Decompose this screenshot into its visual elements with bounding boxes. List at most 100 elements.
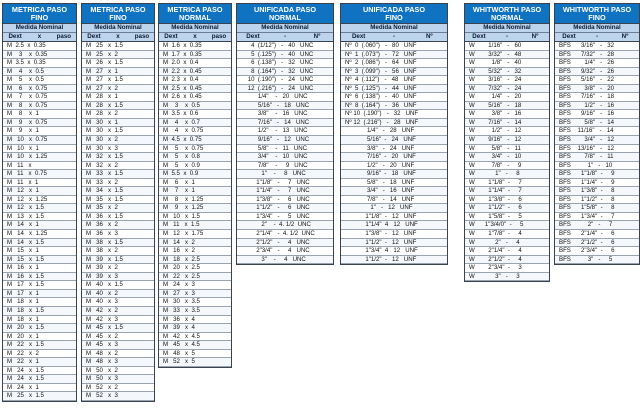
table-subtitle: Medida Nominal bbox=[555, 24, 639, 33]
table-row: M 39 x 2 bbox=[82, 264, 154, 273]
table-row: W 9/16" - 12 bbox=[465, 136, 549, 145]
table-row: M 40 x 1.5 bbox=[82, 281, 154, 290]
table-title-line2: NORMAL bbox=[178, 12, 212, 22]
table-row: 1/4" - 28 UNF bbox=[341, 127, 447, 137]
table-row: M 27 x 1.5 bbox=[82, 76, 154, 85]
column-header: Dext bbox=[351, 33, 366, 40]
table-title-line2: NORMAL bbox=[490, 12, 524, 22]
table-row: Nº 5 (.125") - 44 UNF bbox=[341, 84, 447, 94]
column-headers: Dext - Nº bbox=[237, 33, 333, 42]
table-row: M 9 x 1.25 bbox=[159, 204, 231, 213]
column-header: - bbox=[392, 33, 396, 40]
table-row: M 34 x 1.5 bbox=[82, 187, 154, 196]
table-row: 5/8" - 11 UNC bbox=[237, 145, 333, 154]
table-row: BFS 13/16" - 12 bbox=[555, 145, 639, 154]
table-row: M 11 x 1 bbox=[3, 179, 76, 188]
table-row: M 7 x 0.75 bbox=[3, 93, 76, 102]
table-title-line2: FINO bbox=[109, 12, 127, 22]
table-subtitle: Medida Nominal bbox=[159, 24, 231, 33]
table-row: M 8 x 1.25 bbox=[159, 196, 231, 205]
table-row: M 35 x 2 bbox=[82, 204, 154, 213]
table-whitworth-fino: WHITWORTH PASO FINO Medida Nominal Dext - Nº B… bbox=[554, 3, 640, 266]
table-row: M 45 x 2 bbox=[82, 333, 154, 342]
table-body: Nº 0 (.060") - 80 UNF Nº 1 (.073") - 72 U… bbox=[341, 42, 447, 265]
table-body: BFS 3/16" - 32 BFS 7/32" - 28 BFS 1/4" - 2… bbox=[555, 42, 639, 265]
table-row: Nº 6 (.138") - 40 UNF bbox=[341, 93, 447, 102]
table-row: W 3/8" - 16 bbox=[465, 110, 549, 119]
table-row: BFS 3/4" - 12 bbox=[555, 136, 639, 145]
table-row: BFS 1"1/8" - 9 bbox=[555, 170, 639, 179]
table-row: W 3/4" - 10 bbox=[465, 153, 549, 162]
table-row: M 14 x 2 bbox=[159, 238, 231, 248]
table-row: M 33 x 1.5 bbox=[82, 170, 154, 179]
table-row: W 3" - 3 bbox=[465, 272, 549, 282]
table-row: M 2.2 x 0.45 bbox=[159, 67, 231, 77]
table-row: W 5/32" - 32 bbox=[465, 67, 549, 77]
table-row: 2"3/4" - 4 UNC bbox=[237, 247, 333, 256]
table-row: M 45 x 1.5 bbox=[82, 324, 154, 333]
table-row: Nº 3 (.099") - 56 UNF bbox=[341, 67, 447, 77]
table-row: M 24 x 1.5 bbox=[3, 367, 76, 376]
column-headers: Dext x paso bbox=[3, 33, 76, 42]
table-subtitle: Medida Nominal bbox=[465, 24, 549, 33]
table-row: W 2"1/2" - 4 bbox=[465, 255, 549, 265]
table-body: M 2.5 x 0.35 M 3 x 0.35 M 3.5 x 0.35 M 4 x … bbox=[3, 42, 76, 401]
table-row: BFS 5/8" - 14 bbox=[555, 118, 639, 128]
table-title-line2: FINO bbox=[30, 12, 49, 22]
table-row: M 20 x 2.5 bbox=[159, 264, 231, 273]
table-row: W 3/16" - 24 bbox=[465, 76, 549, 85]
table-row: M 9 x 1 bbox=[3, 127, 76, 137]
table-row: M 2.5 x 0.35 bbox=[3, 42, 76, 51]
table-row: M 13 x 1.5 bbox=[3, 213, 76, 222]
table-row: 1" - 8 UNC bbox=[237, 170, 333, 179]
table-row: M 36 x 2 bbox=[82, 221, 154, 231]
table-row: W 2"1/4" - 4 bbox=[465, 247, 549, 256]
column-header: Nº bbox=[531, 33, 539, 40]
table-row: M 52 x 3 bbox=[82, 392, 154, 401]
column-header: Nº bbox=[425, 33, 433, 40]
table-row: M 39 x 4 bbox=[159, 324, 231, 333]
table-row: 1"3/4" 4 12 UNF bbox=[341, 247, 447, 256]
table-row: M 22 x 1.5 bbox=[3, 341, 76, 350]
column-header: Dext bbox=[472, 33, 486, 40]
table-row: M 11 x 1.5 bbox=[159, 221, 231, 231]
table-row: M 45 x 3 bbox=[82, 341, 154, 350]
table-row: W 1"1/8" - 7 bbox=[465, 179, 549, 188]
table-row: W 1"1/2" - 6 bbox=[465, 204, 549, 213]
table-metrica-fino-2: METRICA PASO FINO Medida Nominal Dext x paso M… bbox=[81, 3, 155, 402]
table-row: BFS 2" - 7 bbox=[555, 221, 639, 231]
table-row: W 1/4" - 20 bbox=[465, 93, 549, 102]
table-row: W 1" - 8 bbox=[465, 170, 549, 179]
table-row: 1"1/4" 4 12 UNF bbox=[341, 221, 447, 231]
table-row: 2"1/2" - 4 UNC bbox=[237, 238, 333, 248]
table-row: M 18 x 1 bbox=[3, 316, 76, 325]
table-row: 9/16" - 18 UNF bbox=[341, 170, 447, 179]
table-row: 3/4" - 10 UNC bbox=[237, 153, 333, 162]
table-row: M 2.3 x 0.4 bbox=[159, 76, 231, 85]
table-row: Nº 1 (.073") - 72 UNF bbox=[341, 50, 447, 60]
table-metrica-fino-1: METRICA PASO FINO Medida Nominal Dext x paso M… bbox=[2, 3, 77, 402]
table-row: W 3/32" - 48 bbox=[465, 50, 549, 60]
table-row: Nº 2 (.086") - 64 UNF bbox=[341, 59, 447, 68]
table-unificada-normal: UNIFICADA PASO NORMAL Medida Nominal Dext - N… bbox=[236, 3, 334, 266]
table-row: 7/8" - 14 UNF bbox=[341, 196, 447, 205]
table-row: M 2.0 x 0.4 bbox=[159, 59, 231, 68]
column-header: x bbox=[193, 33, 197, 40]
table-row: M 52 x 2 bbox=[82, 384, 154, 393]
table-row: M 36 x 4 bbox=[159, 316, 231, 325]
table-row: M 42 x 3 bbox=[82, 316, 154, 325]
table-row: 1"1/2" - 6 UNC bbox=[237, 204, 333, 213]
table-row: BFS 7/32" - 28 bbox=[555, 50, 639, 60]
table-row: M 25 x 2 bbox=[82, 50, 154, 60]
table-row: M 25 x 1.5 bbox=[3, 392, 76, 401]
table-row: M 20 x 1 bbox=[3, 333, 76, 342]
column-header: Dext bbox=[562, 33, 576, 40]
table-row: M 50 x 2 bbox=[82, 367, 154, 376]
table-row: M 48 x 5 bbox=[159, 350, 231, 359]
table-title: METRICA PASO NORMAL bbox=[159, 4, 231, 24]
table-row: M 32 x 1.5 bbox=[82, 153, 154, 162]
table-row: M 10 x 1.5 bbox=[159, 213, 231, 222]
table-row: M 25 x 1.5 bbox=[82, 42, 154, 51]
column-headers: Dext x paso bbox=[159, 33, 231, 42]
table-row: BFS 1"3/8" - 8 bbox=[555, 187, 639, 196]
